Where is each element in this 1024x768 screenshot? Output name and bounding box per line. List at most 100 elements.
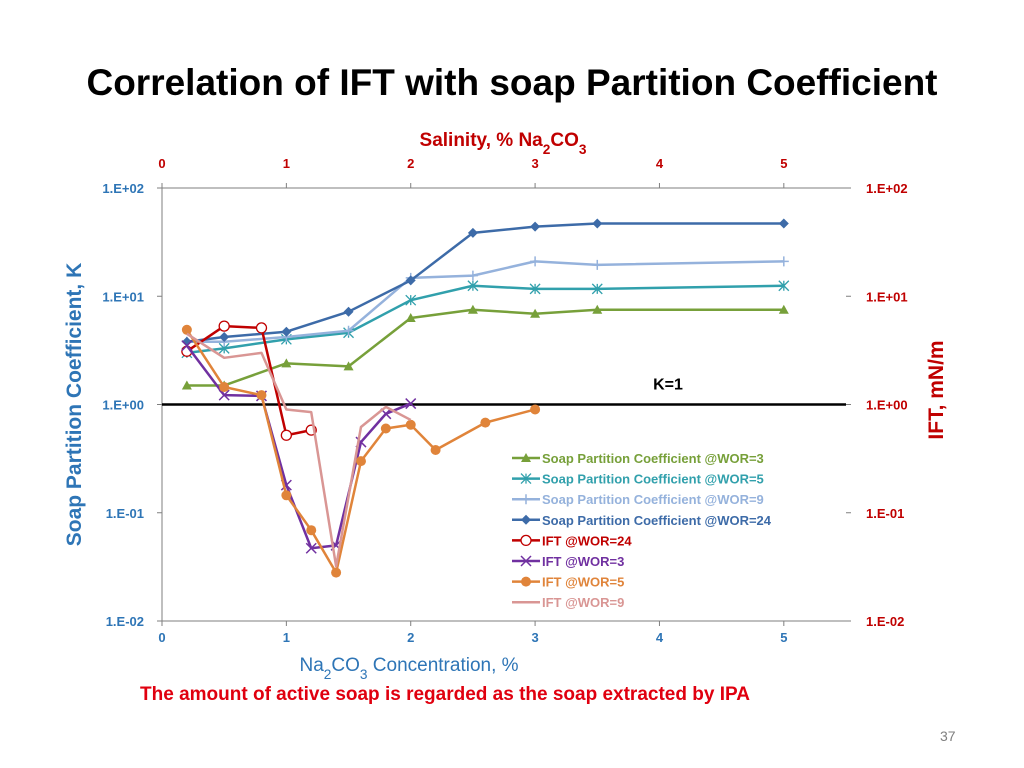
data-point <box>529 283 541 295</box>
y-left-tick-label: 1.E+01 <box>102 289 144 304</box>
legend-swatch-marker <box>521 576 531 587</box>
data-point <box>592 259 603 270</box>
series-3 <box>181 218 789 347</box>
series-6 <box>181 324 541 578</box>
data-point <box>467 304 478 314</box>
x-tick-label: 5 <box>780 630 787 645</box>
data-point <box>380 423 391 434</box>
data-point <box>530 256 541 267</box>
y-right-axis-title: IFT, mN/m <box>925 340 948 439</box>
data-point <box>181 324 192 335</box>
data-point <box>218 320 230 332</box>
top-tick-label: 1 <box>283 156 290 171</box>
footnote: The amount of active soap is regarded as… <box>140 684 750 705</box>
legend-swatch-marker <box>520 534 532 547</box>
data-point <box>181 340 193 352</box>
data-point <box>530 221 541 232</box>
data-point <box>281 490 292 501</box>
legend-swatch-marker <box>521 494 531 505</box>
reference-line-group: K=1 <box>162 377 846 406</box>
data-point <box>355 456 366 467</box>
data-point <box>405 398 417 410</box>
data-point <box>256 390 267 401</box>
series-7 <box>186 332 412 568</box>
series-line <box>186 284 784 355</box>
legend-label: Soap Partition Coefficient @WOR=3 <box>542 451 764 466</box>
data-point <box>778 280 790 292</box>
series-line <box>186 308 784 387</box>
data-point <box>181 336 192 347</box>
top-tick-label: 3 <box>531 156 538 171</box>
slide-title: Correlation of IFT with soap Partition C… <box>86 62 938 103</box>
top-axis-title: Salinity, % Na2CO3 <box>420 130 587 157</box>
data-point <box>467 227 478 238</box>
x-tick-label: 4 <box>656 630 664 645</box>
series-line <box>186 260 784 343</box>
data-point <box>255 322 268 334</box>
data-point <box>343 361 354 371</box>
data-point <box>530 404 541 415</box>
top-tick-label: 2 <box>407 156 414 171</box>
x-tick-label: 3 <box>531 630 538 645</box>
data-point <box>280 429 293 441</box>
series-1 <box>181 280 790 359</box>
data-point <box>219 332 230 343</box>
y-left-tick-label: 1.E+00 <box>102 398 144 413</box>
series-line <box>185 329 536 574</box>
y-left-tick-label: 1.E-01 <box>106 506 144 521</box>
top-tick-label: 5 <box>780 156 787 171</box>
top-tick-label: 4 <box>656 156 664 171</box>
data-point <box>592 304 603 314</box>
data-point <box>467 270 478 281</box>
y-right-tick-label: 1.E+02 <box>866 181 908 196</box>
legend-label: IFT @WOR=5 <box>542 575 624 590</box>
series-line <box>185 344 412 550</box>
series-group <box>181 218 790 578</box>
data-point <box>591 283 603 295</box>
y-right-tick-label: 1.E+01 <box>866 289 908 304</box>
legend-swatch-marker <box>521 514 531 525</box>
x-tick-label: 0 <box>158 630 165 645</box>
data-point <box>405 275 416 286</box>
legend-label: Soap Partition Coefficient @WOR=9 <box>542 492 764 507</box>
legend: Soap Partition Coefficient @WOR=3 Soap Pa… <box>512 451 772 610</box>
y-left-tick-label: 1.E-02 <box>106 614 144 629</box>
y-left-axis-title: Soap Partition Coefficient, K <box>63 263 86 547</box>
data-point <box>405 294 417 306</box>
data-point <box>343 306 354 317</box>
data-point <box>530 308 541 318</box>
data-point <box>778 304 789 314</box>
top-tick-label: 0 <box>158 156 165 171</box>
data-point <box>778 256 789 267</box>
data-point <box>430 444 441 455</box>
y-right-tick-label: 1.E-02 <box>866 614 904 629</box>
legend-label: IFT @WOR=24 <box>542 533 632 548</box>
legend-label: IFT @WOR=9 <box>542 595 624 610</box>
data-point <box>181 380 192 390</box>
x-axis-title: Na2CO3 Concentration, % <box>299 655 518 682</box>
page-number: 37 <box>940 728 956 744</box>
legend-swatch-marker <box>520 555 532 567</box>
x-tick-label: 2 <box>407 630 414 645</box>
y-right-tick-label: 1.E-01 <box>866 506 904 521</box>
data-point <box>305 542 317 554</box>
data-point <box>331 567 342 578</box>
data-point <box>343 325 354 336</box>
legend-label: Soap Partition Coefficient @WOR=5 <box>542 472 764 487</box>
data-point <box>480 417 491 428</box>
legend-swatch-marker <box>521 453 531 462</box>
legend-label: IFT @WOR=3 <box>542 554 624 569</box>
data-point <box>281 358 292 368</box>
y-right-tick-label: 1.E+00 <box>866 398 908 413</box>
x-tick-label: 1 <box>283 630 290 645</box>
data-point <box>592 218 603 229</box>
data-point <box>218 389 230 401</box>
legend-swatch-marker <box>520 473 532 485</box>
data-point <box>281 326 292 337</box>
reference-line-label: K=1 <box>653 377 683 394</box>
data-point <box>405 312 416 322</box>
series-line <box>186 332 412 568</box>
legend-label: Soap Partition Coefficient @WOR=24 <box>542 513 772 528</box>
data-point <box>467 280 479 292</box>
